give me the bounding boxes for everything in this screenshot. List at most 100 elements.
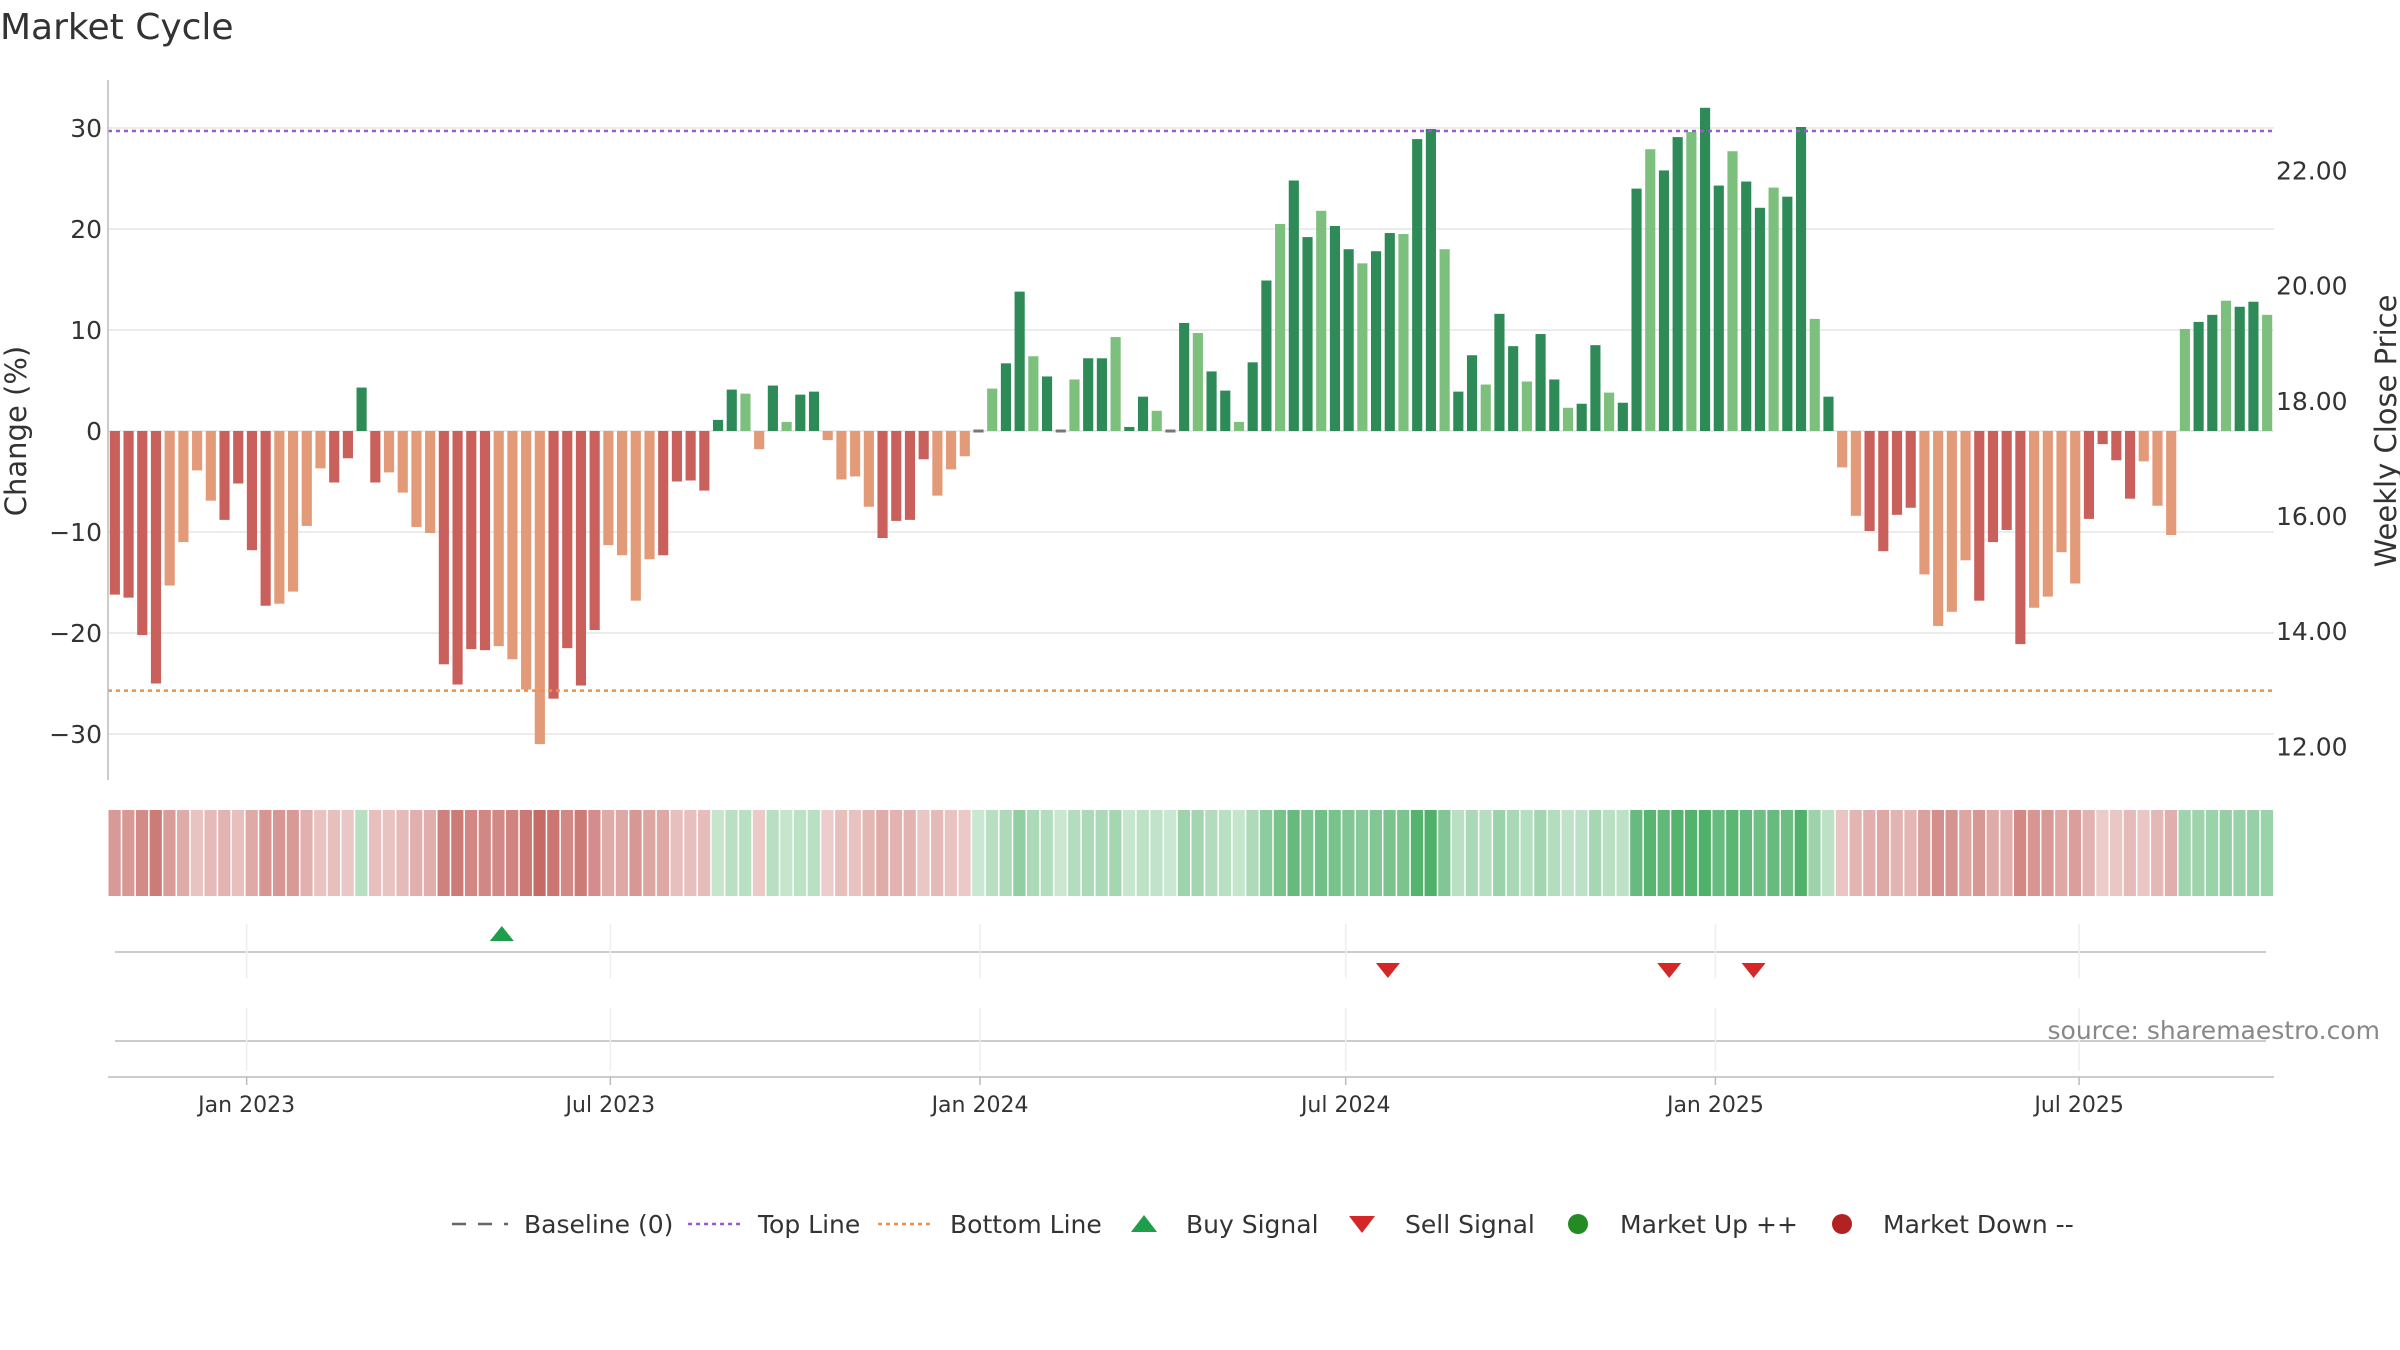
- legend-item: Top Line: [688, 1210, 860, 1239]
- bar: [1672, 137, 1683, 431]
- bar: [918, 431, 929, 460]
- heat-cell: [423, 810, 437, 896]
- heat-cell: [1177, 810, 1190, 896]
- heat-cell: [588, 810, 601, 896]
- heat-cell: [2233, 810, 2246, 896]
- heat-cell: [2247, 810, 2260, 896]
- heat-cell: [1808, 810, 1821, 896]
- bar: [1192, 333, 1203, 431]
- heat-cell: [1246, 810, 1259, 896]
- heat-cell: [1506, 810, 1520, 896]
- bar: [479, 431, 491, 651]
- bar: [2029, 431, 2040, 608]
- bar: [534, 431, 545, 745]
- bar: [1782, 196, 1793, 431]
- heat-cell: [204, 810, 217, 896]
- y2-tick-label: 22.00: [2276, 156, 2348, 185]
- bar: [109, 431, 120, 595]
- market-panel: [115, 1008, 2266, 1071]
- heat-cell: [1561, 810, 1574, 896]
- bar: [1014, 291, 1025, 431]
- bar: [562, 431, 573, 649]
- sell-signal-marker: [1375, 963, 1400, 978]
- bar: [808, 391, 820, 431]
- bar: [2042, 431, 2053, 597]
- bar: [1069, 379, 1080, 431]
- bar: [946, 431, 957, 470]
- bar: [1370, 251, 1382, 431]
- heat-cell: [2205, 810, 2219, 896]
- heat-cell: [218, 810, 231, 896]
- legend-item: Baseline (0): [452, 1210, 673, 1239]
- heat-cell: [341, 810, 354, 896]
- bar: [1124, 426, 1135, 431]
- bar: [1576, 403, 1587, 431]
- heat-cell: [1685, 810, 1698, 896]
- bar: [1316, 210, 1327, 431]
- heat-cell: [2055, 810, 2068, 896]
- bar: [1864, 431, 1875, 531]
- bar: [1028, 356, 1039, 431]
- bar: [1302, 237, 1313, 431]
- heat-cell: [1465, 810, 1478, 896]
- bar: [1604, 392, 1615, 431]
- bar: [2248, 301, 2259, 431]
- bar: [836, 431, 847, 480]
- heat-cell: [1232, 810, 1245, 896]
- heat-cell: [1739, 810, 1753, 896]
- reference-lines: [108, 129, 2274, 692]
- heat-cell: [807, 810, 820, 896]
- heat-cell: [1972, 810, 1986, 896]
- heat-cell: [1095, 810, 1108, 896]
- y2-axis-title: Weekly Close Price: [2369, 295, 2400, 568]
- bar: [233, 431, 244, 484]
- heat-cell: [1794, 810, 1807, 896]
- triangle-down-icon: [1349, 1216, 1375, 1233]
- bar: [1494, 313, 1505, 431]
- heat-cell: [382, 810, 395, 896]
- bar: [891, 431, 902, 521]
- y-tick-label: −20: [49, 619, 102, 648]
- sell-signal-marker: [1741, 963, 1766, 978]
- heat-cell: [2219, 810, 2232, 896]
- bar: [1233, 421, 1245, 431]
- heat-cell: [1547, 810, 1561, 896]
- heat-cell: [135, 810, 149, 896]
- bar: [1700, 107, 1711, 432]
- bar: [959, 431, 970, 457]
- bar: [521, 431, 532, 690]
- bar: [1631, 188, 1642, 431]
- heat-cell: [1849, 810, 1862, 896]
- heat-cell: [1136, 810, 1149, 896]
- heat-cell: [711, 810, 724, 896]
- heat-cell: [2082, 810, 2095, 896]
- bar: [1809, 318, 1820, 431]
- bar: [1795, 126, 1807, 432]
- heat-cell: [1026, 810, 1040, 896]
- heat-cell: [1863, 810, 1876, 896]
- heat-cell: [1780, 810, 1794, 896]
- legend-label: Top Line: [757, 1210, 860, 1239]
- legend-item: Market Down --: [1832, 1210, 2074, 1239]
- heat-cell: [1822, 810, 1835, 896]
- bar: [1220, 390, 1231, 431]
- bar: [603, 431, 614, 546]
- bar: [850, 431, 861, 477]
- heat-strip: [108, 810, 2273, 896]
- bar: [795, 394, 806, 431]
- bar: [219, 431, 230, 520]
- heat-cell: [396, 810, 409, 896]
- bar: [904, 431, 916, 520]
- heat-cell: [1534, 810, 1547, 896]
- heat-cell: [1287, 810, 1300, 896]
- heat-cell: [752, 810, 766, 896]
- bar: [1453, 391, 1464, 431]
- bar: [205, 431, 216, 501]
- bar: [1179, 322, 1190, 431]
- legend-item: Buy Signal: [1131, 1210, 1319, 1239]
- heat-cell: [1218, 810, 1232, 896]
- heat-cell: [177, 810, 190, 896]
- bar: [1878, 431, 1889, 552]
- heat-cell: [1081, 810, 1095, 896]
- heat-cell: [958, 810, 971, 896]
